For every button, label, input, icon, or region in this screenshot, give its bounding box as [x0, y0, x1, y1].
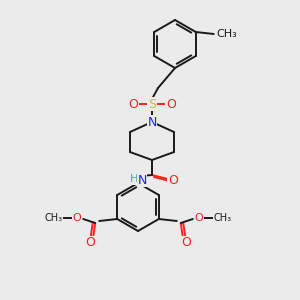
- Text: N: N: [137, 173, 147, 187]
- Text: O: O: [181, 236, 191, 250]
- Text: S: S: [148, 98, 156, 110]
- Text: H: H: [130, 174, 138, 184]
- Text: O: O: [73, 213, 82, 223]
- Text: N: N: [147, 116, 157, 128]
- Text: CH₃: CH₃: [44, 213, 62, 223]
- Text: O: O: [166, 98, 176, 110]
- Text: O: O: [128, 98, 138, 110]
- Text: CH₃: CH₃: [214, 213, 232, 223]
- Text: O: O: [194, 213, 203, 223]
- Text: O: O: [85, 236, 95, 250]
- Text: CH₃: CH₃: [217, 29, 238, 39]
- Text: O: O: [168, 175, 178, 188]
